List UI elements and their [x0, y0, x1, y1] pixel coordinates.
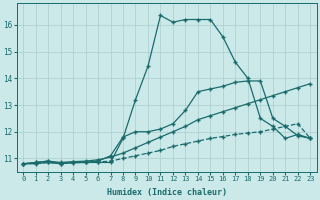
X-axis label: Humidex (Indice chaleur): Humidex (Indice chaleur) — [107, 188, 227, 197]
